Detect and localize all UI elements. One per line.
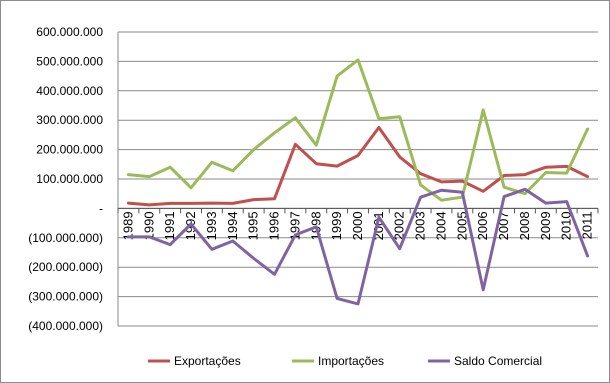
x-tick-label: 2009	[538, 211, 553, 240]
x-tick-label: 1993	[204, 211, 219, 240]
x-tick-label: 2008	[517, 211, 532, 240]
y-tick-label: 400.000.000	[36, 84, 103, 98]
x-tick-label: 2010	[559, 211, 574, 240]
y-tick-label: (300.000.000)	[28, 290, 103, 304]
x-tick-label: 2002	[392, 211, 407, 240]
series-lines	[126, 58, 590, 306]
legend-label: Exportações	[174, 354, 241, 368]
x-tick-label: 1990	[141, 211, 156, 240]
legend: Exportações Importações Saldo Comercial	[148, 354, 542, 368]
x-tick-label: 2003	[413, 211, 428, 240]
legend-label: Importações	[318, 354, 384, 368]
x-tick-label: 2011	[580, 211, 595, 239]
y-axis-tick-labels: 600.000.000 500.000.000 400.000.000 300.000…	[28, 25, 103, 333]
y-tick-label: 300.000.000	[36, 113, 103, 127]
x-tick-label: 2005	[454, 211, 469, 240]
series-line-0	[126, 126, 590, 207]
x-tick-label: 1994	[225, 211, 240, 240]
y-tick-label: 500.000.000	[36, 54, 103, 68]
x-tick-label: 1995	[246, 211, 261, 240]
y-tick-label: (200.000.000)	[28, 260, 103, 274]
x-tick-label: 1989	[120, 211, 135, 240]
y-tick-label: 200.000.000	[36, 143, 103, 157]
y-tick-label: (100.000.000)	[28, 231, 103, 245]
y-tick-label: -	[99, 201, 103, 215]
y-tick-label: (400.000.000)	[28, 319, 103, 333]
x-tick-label: 2000	[350, 211, 365, 240]
legend-label: Saldo Comercial	[454, 354, 542, 368]
y-tick-label: 600.000.000	[36, 25, 103, 39]
x-tick-label: 2006	[475, 211, 490, 240]
series-line-1	[126, 58, 590, 202]
y-tick-label: 100.000.000	[36, 172, 103, 186]
gridlines	[118, 31, 598, 327]
axes	[117, 32, 599, 326]
x-axis-tick-labels: 1989 1990 1991 1992 1993 1994 1995 1996 1997 1998…	[120, 211, 594, 240]
series-line-2	[126, 187, 590, 306]
x-tick-label: 1996	[267, 211, 282, 240]
x-tick-label: 1991	[162, 211, 177, 240]
x-tick-label: 1999	[329, 211, 344, 240]
x-tick-label: 2004	[433, 211, 448, 240]
